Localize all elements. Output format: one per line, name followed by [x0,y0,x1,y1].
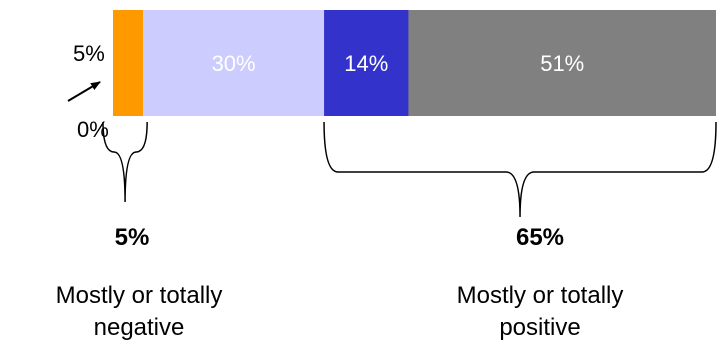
brace-positive [323,121,717,218]
brace-negative [102,121,148,203]
negative-caption-line1: Mostly or totally [56,282,223,309]
segment-label-five: 5% [73,41,105,66]
bar-segments [113,10,716,116]
segment-labels: 30% 14% 51% [212,51,585,76]
positive-caption-line1: Mostly or totally [457,282,624,309]
bar-segment-label-4: 51% [540,51,584,76]
negative-caption-line2: negative [94,314,185,341]
positive-total: 65% [516,224,564,251]
pointer-arrow [67,81,101,102]
bar-segment-2 [143,10,325,116]
bar-segment-label-3: 14% [344,51,388,76]
positive-caption-line2: positive [499,314,580,341]
bar-segment-label-2: 30% [212,51,256,76]
negative-total: 5% [115,224,150,251]
bar-segment-1 [113,10,144,116]
bar-segment-4 [408,10,716,116]
bar-segment-3 [324,10,409,116]
